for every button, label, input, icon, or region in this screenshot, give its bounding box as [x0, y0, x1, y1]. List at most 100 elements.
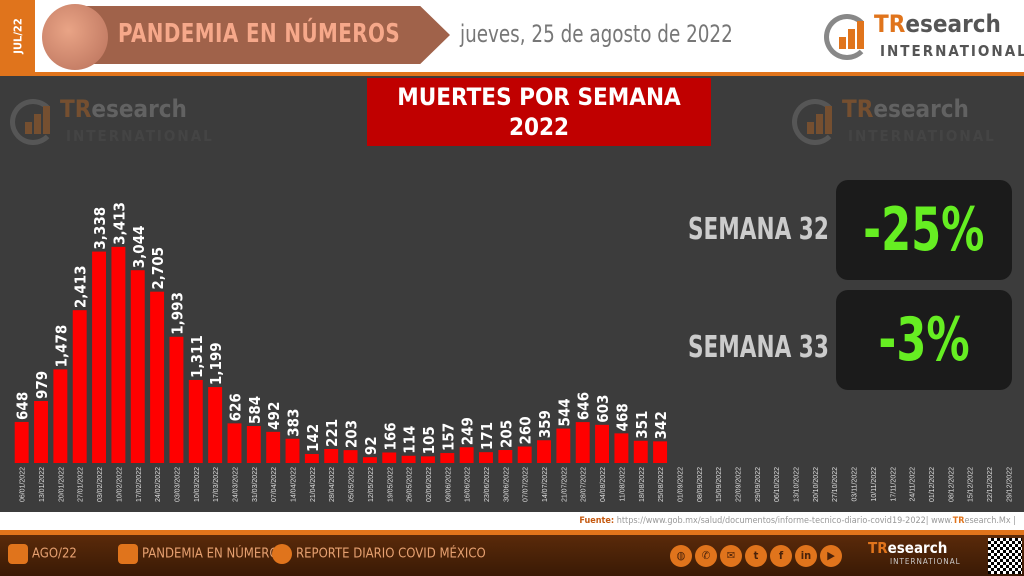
x-tick-label: 03/11/2022 [852, 467, 859, 502]
bar [169, 336, 184, 463]
x-tick-label: 01/12/2022 [929, 467, 936, 502]
x-tick-label: 30/06/2022 [503, 467, 510, 502]
bar [343, 450, 358, 463]
map-person-icon [118, 544, 138, 564]
x-tick-label: 23/06/2022 [484, 467, 491, 502]
banner: PANDEMIA EN NÚMEROS [78, 6, 450, 64]
x-tick-label: 10/02/2022 [116, 467, 123, 502]
bar [130, 270, 145, 463]
x-tick-label: 21/07/2022 [561, 467, 568, 502]
bar-value-label: 1,311 [188, 335, 206, 378]
x-tick-label: 19/05/2022 [387, 467, 394, 502]
x-tick-label: 22/12/2022 [987, 467, 994, 502]
x-tick-label: 29/09/2022 [755, 467, 762, 502]
bar [614, 433, 629, 463]
bar-value-label: 166 [381, 422, 399, 450]
bar [595, 424, 610, 463]
chart-title: MUERTES POR SEMANA 2022 [367, 78, 711, 146]
bar [53, 369, 68, 463]
bar-value-label: 359 [536, 410, 554, 438]
bar-value-label: 157 [439, 423, 457, 451]
x-tick-label: 29/12/2022 [1006, 467, 1013, 502]
bar-value-label: 646 [575, 392, 593, 420]
bar [459, 447, 474, 463]
report-date: jueves, 25 de agosto de 2022 [460, 20, 733, 48]
bar-value-label: 492 [265, 402, 283, 430]
whatsapp-icon[interactable]: ✆ [695, 545, 717, 567]
bar [575, 422, 590, 463]
x-tick-label: 28/07/2022 [581, 467, 588, 502]
bar-value-label: 3,044 [130, 226, 148, 269]
month-tab[interactable]: JUL/22 [0, 0, 35, 72]
bar [150, 291, 165, 463]
source-link[interactable]: https://www.gob.mx/salud/documentos/info… [616, 516, 929, 526]
x-tick-label: 01/09/2022 [677, 467, 684, 502]
x-tick-label: 25/08/2022 [658, 467, 665, 502]
bar-chart: 06/01/2022 13/01/2022 20/01/2022 27/01/2022… [14, 202, 1014, 502]
x-tick-label: 02/06/2022 [426, 467, 433, 502]
bar-value-label: 626 [226, 393, 244, 421]
x-tick-label: 04/08/2022 [600, 467, 607, 502]
bar [420, 456, 435, 463]
header: JUL/22 PANDEMIA EN NÚMEROS jueves, 25 de… [0, 0, 1024, 72]
bar-value-label: 92 [362, 436, 380, 455]
x-tick-label: 31/03/2022 [252, 467, 259, 502]
x-tick-label: 24/03/2022 [232, 467, 239, 502]
divider [0, 72, 1024, 76]
bar [266, 431, 281, 463]
x-tick-label: 17/03/2022 [213, 467, 220, 502]
bar-value-label: 1,478 [52, 325, 70, 368]
bar [633, 440, 648, 463]
chat-chart-icon [272, 544, 292, 564]
facebook-icon[interactable]: f [770, 545, 792, 567]
youtube-icon[interactable]: ▶ [820, 545, 842, 567]
bar [111, 246, 126, 463]
bar [188, 379, 203, 463]
bar [304, 454, 319, 463]
bar [479, 452, 493, 463]
footer-month[interactable]: AGO/22 [8, 544, 77, 564]
x-tick-label: 08/09/2022 [697, 467, 704, 502]
x-tick-label: 18/08/2022 [639, 467, 646, 502]
divider [0, 530, 1024, 535]
logo: TResearch INTERNATIONAL [824, 10, 1024, 66]
calendar-icon [8, 544, 28, 564]
x-tick-label: 15/09/2022 [716, 467, 723, 502]
x-tick-label: 26/05/2022 [407, 467, 414, 502]
bar-value-label: 205 [497, 420, 515, 448]
mexico-map-icon [42, 4, 108, 70]
bar-value-label: 260 [517, 416, 535, 444]
x-tick-label: 28/04/2022 [329, 467, 336, 502]
qr-code[interactable] [988, 538, 1022, 574]
week-change-box: -3% [836, 290, 1012, 390]
email-icon[interactable]: ✉ [720, 545, 742, 567]
bar-value-label: 221 [323, 419, 341, 447]
bar [401, 455, 416, 463]
bar [653, 441, 668, 463]
x-tick-label: 24/11/2022 [910, 467, 917, 502]
site-link[interactable]: www.TResearch.Mx | [931, 516, 1016, 526]
linkedin-icon[interactable]: in [795, 545, 817, 567]
x-tick-label: 07/04/2022 [271, 467, 278, 502]
footer-pandemia-link[interactable]: PANDEMIA EN NÚMEROS [118, 544, 286, 564]
bar [517, 446, 532, 463]
bar-value-label: 648 [14, 392, 32, 420]
bar [285, 438, 300, 463]
x-tick-label: 17/02/2022 [136, 467, 143, 502]
x-tick-label: 03/02/2022 [97, 467, 104, 502]
bar [324, 449, 339, 463]
twitter-icon[interactable]: t [745, 545, 767, 567]
x-tick-label: 17/11/2022 [890, 467, 897, 502]
x-tick-label: 27/10/2022 [832, 467, 839, 502]
footer-reporte-link[interactable]: REPORTE DIARIO COVID MÉXICO [272, 544, 486, 564]
x-tick-label: 13/01/2022 [39, 467, 46, 502]
globe-icon[interactable]: ◍ [670, 545, 692, 567]
bar-value-label: 114 [401, 426, 419, 454]
bar-value-label: 171 [478, 422, 496, 450]
logo-mark-icon [824, 14, 870, 60]
x-tick-label: 11/08/2022 [619, 467, 626, 502]
week-label: SEMANA 33 [688, 330, 829, 365]
bar-value-label: 584 [246, 396, 264, 424]
x-tick-label: 08/12/2022 [948, 467, 955, 502]
bar-value-label: 105 [420, 426, 438, 454]
